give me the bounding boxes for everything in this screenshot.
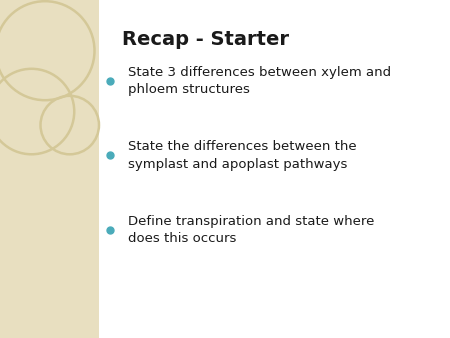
Text: State the differences between the
symplast and apoplast pathways: State the differences between the sympla… — [128, 140, 357, 171]
Text: Recap - Starter: Recap - Starter — [122, 30, 288, 49]
FancyBboxPatch shape — [99, 0, 450, 338]
Text: State 3 differences between xylem and
phloem structures: State 3 differences between xylem and ph… — [128, 66, 392, 96]
FancyBboxPatch shape — [0, 0, 99, 338]
Text: Define transpiration and state where
does this occurs: Define transpiration and state where doe… — [128, 215, 374, 245]
